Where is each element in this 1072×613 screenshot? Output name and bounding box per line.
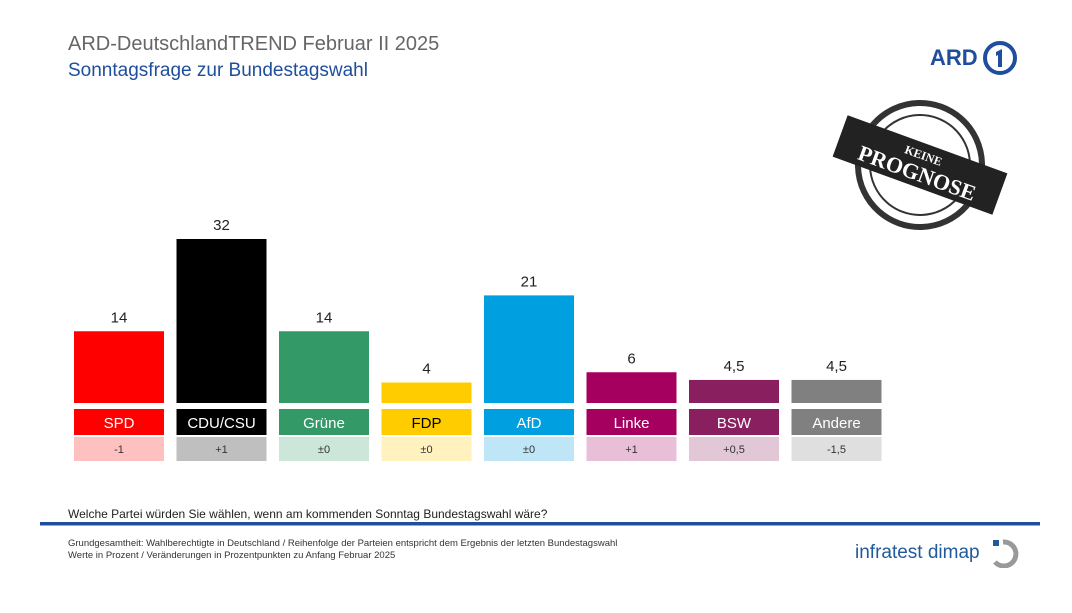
change-box	[586, 437, 677, 461]
bar-chart: 14 SPD -1 32 CDU/CSU +1 14 Grüne ±0 4 FDP ±0 21 AfD ±0…	[74, 217, 882, 461]
party-label: Andere	[812, 415, 860, 432]
party-label-box	[279, 409, 369, 435]
change-box	[381, 437, 472, 461]
bar-2	[279, 331, 369, 403]
data-label: 4,5	[724, 358, 745, 375]
bar-0	[74, 331, 164, 403]
change-box	[74, 437, 164, 461]
chart-title: ARD-DeutschlandTREND Februar II 2025	[68, 33, 440, 55]
change-label: +0,5	[723, 444, 745, 456]
data-label: 14	[316, 309, 333, 326]
bar-5	[586, 372, 677, 403]
change-label: -1	[114, 444, 124, 456]
data-label: 21	[521, 273, 538, 290]
footnote-units: Werte in Prozent / Veränderungen in Proz…	[68, 550, 396, 561]
change-box	[484, 437, 574, 461]
footnote-population: Grundgesamtheit: Wahlberechtigte in Deut…	[68, 538, 618, 549]
party-label-box	[791, 409, 882, 435]
change-label: +1	[215, 444, 228, 456]
party-label: AfD	[516, 415, 541, 432]
survey-question: Welche Partei würden Sie wählen, wenn am…	[68, 507, 548, 521]
infratest-dimap-logo: infratest dimap	[855, 538, 1021, 569]
change-box	[176, 437, 267, 461]
data-label: 4,5	[826, 358, 847, 375]
party-label-box	[586, 409, 677, 435]
change-box	[279, 437, 369, 461]
change-label: -1,5	[827, 444, 846, 456]
party-label-box	[381, 409, 472, 435]
bar-1	[176, 239, 267, 403]
party-label-box	[176, 409, 267, 435]
party-label: BSW	[717, 415, 752, 432]
data-label: 6	[627, 350, 635, 367]
party-label: SPD	[104, 415, 135, 432]
bar-4	[484, 295, 574, 403]
party-label: FDP	[412, 415, 442, 432]
bar-6	[689, 379, 779, 403]
data-label: 14	[111, 309, 128, 326]
party-label-box	[689, 409, 779, 435]
change-label: +1	[625, 444, 638, 456]
data-label: 4	[422, 361, 430, 378]
bar-7	[791, 379, 882, 403]
party-label: CDU/CSU	[187, 415, 255, 432]
change-box	[689, 437, 779, 461]
party-label: Linke	[614, 415, 650, 432]
change-label: ±0	[523, 444, 535, 456]
divider	[40, 522, 1040, 526]
ard-logo: ARD	[930, 40, 1018, 76]
chart-subtitle: Sonntagsfrage zur Bundestagswahl	[68, 60, 368, 81]
party-label: Grüne	[303, 415, 345, 432]
bar-3	[381, 382, 472, 403]
change-label: ±0	[318, 444, 330, 456]
party-label-box	[484, 409, 574, 435]
change-box	[791, 437, 882, 461]
change-label: ±0	[420, 444, 432, 456]
party-label-box	[74, 409, 164, 435]
data-label: 32	[213, 217, 230, 234]
keine-prognose-stamp: KEINE PROGNOSE	[832, 100, 1008, 230]
